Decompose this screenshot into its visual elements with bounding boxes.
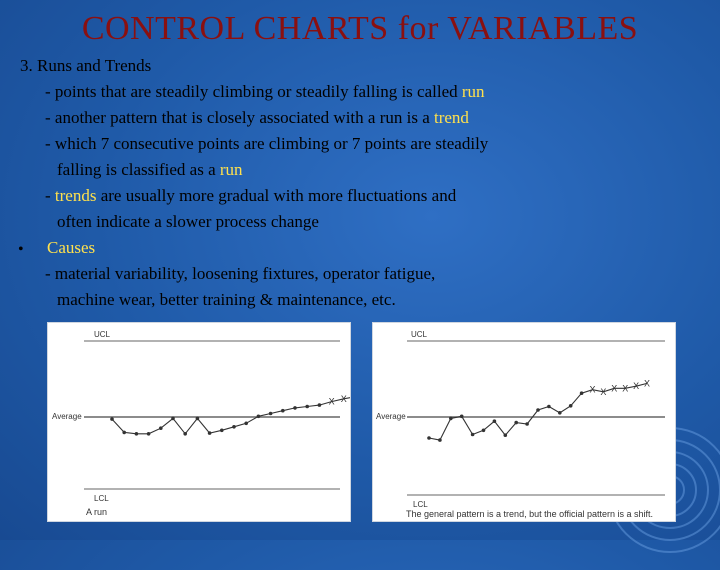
- data-point: [232, 425, 236, 429]
- data-point: [503, 433, 508, 437]
- data-point: [195, 416, 200, 421]
- ucl-label: UCL: [411, 330, 428, 339]
- x-marker: X: [622, 383, 628, 393]
- lcl-label: LCL: [94, 494, 109, 503]
- data-point: [547, 404, 551, 409]
- x-marker: X: [600, 387, 606, 397]
- x-marker: X: [341, 394, 347, 404]
- data-point: [293, 406, 297, 410]
- text-fragment: - another pattern that is closely associ…: [45, 108, 434, 127]
- data-point: [305, 404, 310, 409]
- data-point: [220, 428, 224, 433]
- ucl-label: UCL: [94, 330, 111, 339]
- text-line-causes-2: machine wear, better training & maintena…: [57, 290, 396, 309]
- text-fragment: - points that are steadily climbing or s…: [45, 82, 462, 101]
- data-point: [207, 431, 212, 435]
- data-point: [514, 420, 518, 425]
- data-point: [281, 408, 285, 413]
- data-point: [558, 411, 562, 415]
- data-point: [481, 428, 486, 433]
- data-point: [470, 432, 475, 437]
- trend-chart: UCL Average LCL The general pattern is a…: [376, 330, 665, 519]
- chart-caption: The general pattern is a trend, but the …: [406, 509, 653, 519]
- text-fragment: are usually more gradual with more fluct…: [96, 186, 457, 205]
- trend-chart-panel: UCL Average LCL The general pattern is a…: [372, 322, 676, 522]
- text-line-causes-1: - material variability, loosening fixtur…: [45, 264, 436, 283]
- slide-title: CONTROL CHARTS for VARIABLES: [81, 10, 639, 47]
- data-point: [256, 414, 261, 419]
- data-point: [134, 432, 139, 436]
- run-chart-panel: UCL Average LCL A run XXX: [47, 322, 359, 522]
- data-point: [449, 416, 453, 421]
- data-point: [317, 403, 322, 407]
- section-heading: 3. Runs and Trends: [20, 56, 152, 75]
- highlight-term: run: [219, 160, 243, 179]
- average-label: Average: [376, 412, 406, 421]
- highlight-term: trends: [54, 186, 97, 205]
- data-point: [244, 421, 248, 426]
- bullet-icon: •: [18, 241, 24, 258]
- data-point: [122, 430, 126, 435]
- lcl-label: LCL: [413, 500, 428, 509]
- x-marker: X: [590, 385, 596, 395]
- data-point: [492, 419, 497, 423]
- x-marker: X: [633, 381, 639, 391]
- text-line-trend-definition: - another pattern that is closely associ…: [45, 108, 469, 128]
- x-marker: X: [644, 378, 650, 388]
- data-point: [268, 411, 273, 416]
- data-point: [159, 426, 163, 430]
- x-marker: X: [611, 383, 617, 393]
- run-chart: UCL Average LCL A run XXX: [52, 330, 359, 517]
- highlight-term: run: [461, 82, 485, 101]
- causes-heading: Causes: [47, 238, 96, 257]
- text-line-run-definition: - points that are steadily climbing or s…: [45, 82, 485, 102]
- data-point: [438, 438, 442, 442]
- data-point: [171, 416, 175, 421]
- highlight-term: trend: [434, 108, 469, 127]
- average-label: Average: [52, 412, 82, 421]
- data-point: [183, 432, 187, 436]
- run-series: XXX: [110, 392, 359, 436]
- data-point: [427, 436, 431, 440]
- chart-caption: A run: [86, 507, 107, 517]
- text-line-classified-run: falling is classified as a run: [57, 160, 243, 180]
- x-marker: X: [329, 397, 335, 407]
- data-point: [146, 432, 151, 436]
- data-point: [525, 422, 529, 426]
- data-point: [110, 417, 114, 421]
- data-point: [536, 408, 540, 412]
- text-fragment: -: [45, 186, 55, 205]
- text-line-seven-points: - which 7 consecutive points are climbin…: [45, 134, 489, 153]
- data-point: [568, 404, 573, 408]
- text-line-trends-gradual: - trends are usually more gradual with m…: [45, 186, 456, 206]
- text-line-slower-change: often indicate a slower process change: [57, 212, 319, 231]
- series-line: [111, 396, 357, 435]
- data-point: [579, 391, 584, 395]
- text-fragment: falling is classified as a: [57, 160, 220, 179]
- data-point: [459, 414, 464, 419]
